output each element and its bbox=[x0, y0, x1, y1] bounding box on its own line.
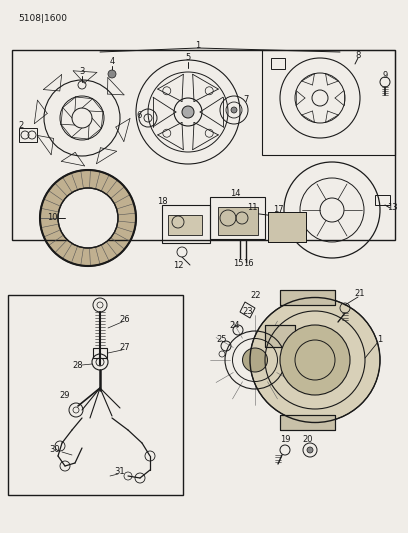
Bar bbox=[271, 58, 285, 69]
Bar bbox=[280, 415, 335, 430]
Bar bbox=[19, 128, 37, 142]
Text: 21: 21 bbox=[355, 288, 365, 297]
Text: 16: 16 bbox=[243, 260, 253, 269]
Bar bbox=[280, 415, 335, 430]
Text: 18: 18 bbox=[157, 198, 167, 206]
Text: 14: 14 bbox=[230, 190, 240, 198]
Text: 1: 1 bbox=[377, 335, 383, 344]
Bar bbox=[280, 290, 335, 305]
Bar bbox=[265, 325, 295, 347]
Text: 10: 10 bbox=[47, 214, 57, 222]
Text: 13: 13 bbox=[387, 204, 397, 213]
Text: 29: 29 bbox=[60, 391, 70, 400]
Circle shape bbox=[40, 170, 136, 266]
Bar bbox=[12, 50, 395, 240]
Text: 30: 30 bbox=[50, 446, 60, 455]
Text: 5: 5 bbox=[185, 53, 191, 62]
Circle shape bbox=[108, 70, 116, 78]
Circle shape bbox=[182, 106, 194, 118]
Text: 23: 23 bbox=[243, 308, 253, 317]
Bar bbox=[168, 215, 202, 235]
Text: 27: 27 bbox=[120, 343, 130, 352]
Text: 17: 17 bbox=[273, 206, 283, 214]
Bar bbox=[265, 325, 295, 347]
Text: 5108|1600: 5108|1600 bbox=[18, 14, 67, 23]
Text: 25: 25 bbox=[217, 335, 227, 344]
Text: 8: 8 bbox=[355, 51, 361, 60]
Text: 22: 22 bbox=[251, 292, 261, 301]
Text: 4: 4 bbox=[109, 58, 115, 67]
Text: 1: 1 bbox=[195, 42, 201, 51]
Circle shape bbox=[58, 188, 118, 248]
Circle shape bbox=[307, 447, 313, 453]
Text: 19: 19 bbox=[280, 435, 290, 445]
Text: 31: 31 bbox=[115, 467, 125, 477]
Bar bbox=[280, 290, 335, 305]
Bar bbox=[375, 195, 390, 205]
Bar bbox=[162, 205, 210, 243]
Text: 12: 12 bbox=[173, 261, 183, 270]
Bar bbox=[93, 348, 107, 358]
Text: 9: 9 bbox=[382, 70, 388, 79]
Bar bbox=[268, 212, 306, 242]
Bar bbox=[262, 50, 395, 155]
Text: 11: 11 bbox=[247, 204, 257, 213]
Ellipse shape bbox=[250, 297, 380, 423]
Text: 28: 28 bbox=[73, 360, 83, 369]
Ellipse shape bbox=[242, 348, 268, 372]
Text: 3: 3 bbox=[79, 68, 85, 77]
Circle shape bbox=[231, 107, 237, 113]
Text: 7: 7 bbox=[243, 95, 249, 104]
Text: 24: 24 bbox=[230, 320, 240, 329]
Text: 20: 20 bbox=[303, 435, 313, 445]
Text: 26: 26 bbox=[120, 316, 130, 325]
Bar bbox=[8, 295, 183, 495]
Circle shape bbox=[280, 325, 350, 395]
Bar bbox=[218, 207, 258, 235]
Text: 6: 6 bbox=[136, 110, 142, 119]
Bar bbox=[268, 212, 306, 242]
Bar bbox=[210, 197, 265, 239]
Text: 15: 15 bbox=[233, 260, 243, 269]
Text: 2: 2 bbox=[18, 122, 23, 131]
